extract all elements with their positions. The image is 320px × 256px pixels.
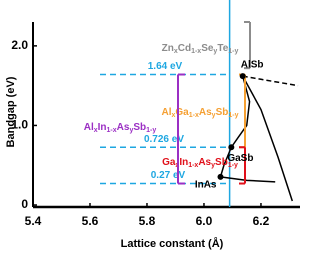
subscript: y — [213, 48, 217, 55]
element: Sb — [215, 157, 228, 168]
y-axis-label: Bandgap (eV) — [5, 76, 17, 147]
x-tick-label: 6.0 — [196, 214, 213, 228]
y-tick-label: 2.0 — [11, 38, 28, 52]
element: As — [117, 122, 130, 133]
subscript: 1-y — [146, 127, 156, 134]
element: In — [179, 157, 188, 168]
subscript: 1-x — [107, 127, 117, 134]
alloy-label: ZnxCd1-xSeyTe1-y — [162, 43, 239, 56]
subscript: 1-x — [188, 162, 198, 169]
alloy-label: AlxGa1-xAsySb1-y — [162, 107, 239, 120]
x-tick-label: 5.8 — [139, 214, 156, 228]
subscript: y — [129, 127, 133, 134]
element: Zn — [162, 43, 174, 54]
subscript: 1-x — [191, 48, 201, 55]
y-tick-label: 0 — [21, 197, 28, 211]
element: As — [199, 107, 212, 118]
element: Ga — [162, 157, 176, 168]
curve — [220, 176, 276, 183]
element: Al — [84, 122, 94, 133]
material-point — [217, 173, 224, 180]
level-label: 0.27 eV — [151, 170, 186, 181]
y-tick-label: 1.0 — [11, 118, 28, 132]
curve — [230, 75, 251, 148]
subscript: y — [211, 162, 215, 169]
subscript: 1-y — [228, 48, 238, 55]
x-axis-label: Lattice constant (Å) — [121, 237, 224, 250]
material-label: GaSb — [227, 153, 253, 164]
element: Te — [217, 43, 228, 54]
x-tick-label: 6.2 — [253, 214, 270, 228]
element: Ga — [175, 107, 189, 118]
element: Se — [201, 43, 214, 54]
x-tick-label: 5.4 — [25, 214, 42, 228]
level-label: 1.64 eV — [148, 61, 183, 72]
subscript: 1-x — [189, 112, 199, 119]
subscript: x — [94, 127, 98, 134]
subscript: 1-y — [228, 112, 238, 119]
subscript: x — [172, 112, 176, 119]
level-label: 0.726 eV — [144, 134, 184, 145]
curve — [219, 146, 233, 178]
material-point — [228, 144, 235, 151]
subscript: x — [174, 48, 178, 55]
curve — [242, 75, 294, 202]
element: Al — [162, 107, 172, 118]
material-label: InAs — [195, 179, 217, 190]
element: As — [198, 157, 211, 168]
chart: Lattice constant (Å) Bandgap (eV) 5.4 5.6… — [5, 0, 300, 250]
subscript: y — [212, 112, 216, 119]
element: Sb — [133, 122, 146, 133]
element: In — [98, 122, 107, 133]
element: Cd — [178, 43, 191, 54]
material-label: AlSb — [241, 60, 264, 71]
x-tick-label: 5.6 — [82, 214, 99, 228]
material-point — [239, 73, 246, 80]
element: Sb — [216, 107, 229, 118]
alloy-label: AlxIn1-xAsySb1-y — [84, 122, 157, 135]
curve — [242, 75, 299, 87]
subscript: 1-y — [228, 162, 238, 169]
